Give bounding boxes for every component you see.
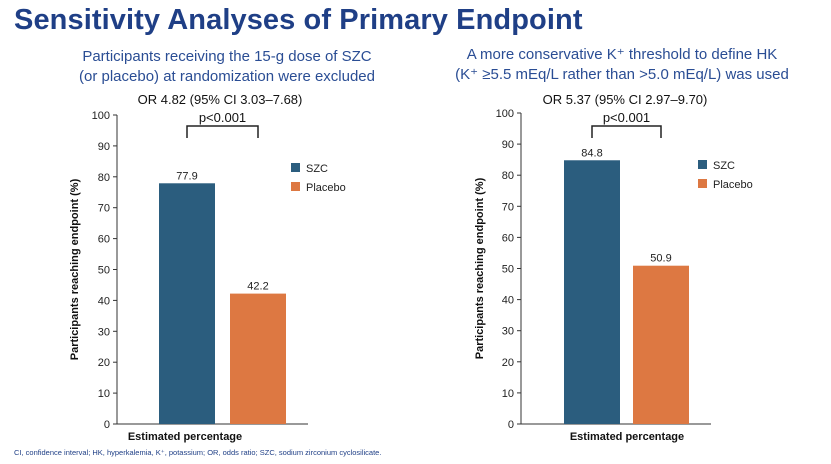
left-y-tick-label: 60	[98, 234, 110, 246]
right-y-tick-label: 50	[502, 264, 514, 276]
right-y-tick-label: 70	[502, 201, 514, 213]
right-odds-ratio: OR 5.37 (95% CI 2.97–9.70)	[543, 92, 708, 107]
right-y-tick-label: 100	[496, 108, 514, 120]
right-bar-szc	[564, 160, 620, 424]
left-legend-swatch-szc	[291, 163, 300, 172]
left-legend-label-placebo: Placebo	[306, 182, 346, 194]
right-subtitle: A more conservative K⁺ threshold to defi…	[422, 45, 822, 85]
left-significance-bracket	[186, 125, 259, 138]
right-y-axis-label: Participants reaching endpoint (%)	[474, 177, 486, 359]
right-y-tick-label: 80	[502, 170, 514, 182]
right-y-tick-label: 90	[502, 139, 514, 151]
left-subtitle-line-1: Participants receiving the 15-g dose of …	[82, 48, 372, 65]
right-y-tick-label: 40	[502, 295, 514, 307]
right-value-label-szc: 84.8	[581, 147, 602, 159]
left-subtitle: Participants receiving the 15-g dose of …	[62, 47, 392, 87]
right-y-tick-label: 30	[502, 326, 514, 338]
right-bar-placebo	[633, 265, 689, 424]
left-p-value: p<0.001	[199, 110, 246, 125]
left-bar-szc	[159, 183, 215, 424]
right-legend-swatch-szc	[698, 160, 707, 169]
left-y-tick-label: 0	[104, 419, 110, 431]
right-p-value: p<0.001	[603, 110, 650, 125]
left-legend-label-szc: SZC	[306, 163, 328, 175]
left-legend-swatch-placebo	[291, 182, 300, 191]
right-y-tick-label: 0	[508, 419, 514, 431]
footnote: CI, confidence interval; HK, hyperkalemi…	[14, 448, 382, 457]
right-y-tick-label: 20	[502, 357, 514, 369]
slide-title: Sensitivity Analyses of Primary Endpoint	[14, 4, 583, 36]
right-value-label-placebo: 50.9	[650, 253, 671, 265]
right-y-tick-label: 10	[502, 388, 514, 400]
right-legend-swatch-placebo	[698, 179, 707, 188]
left-bar-placebo	[230, 293, 286, 424]
left-y-tick-label: 70	[98, 203, 110, 215]
right-y-tick-label: 60	[502, 232, 514, 244]
right-legend-label-szc: SZC	[713, 160, 735, 172]
left-value-label-szc: 77.9	[176, 170, 197, 182]
right-subtitle-line-2: (K⁺ ≥5.5 mEq/L rather than >5.0 mEq/L) w…	[455, 66, 789, 83]
left-x-axis-label: Estimated percentage	[128, 431, 242, 443]
left-y-tick-label: 30	[98, 326, 110, 338]
right-significance-bracket	[591, 125, 662, 138]
left-y-tick-label: 40	[98, 295, 110, 307]
left-value-label-placebo: 42.2	[247, 281, 268, 293]
left-y-tick-label: 100	[92, 110, 110, 122]
left-y-tick-label: 90	[98, 141, 110, 153]
left-odds-ratio: OR 4.82 (95% CI 3.03–7.68)	[138, 92, 303, 107]
left-y-tick-label: 80	[98, 172, 110, 184]
right-x-axis-label: Estimated percentage	[570, 431, 684, 443]
left-y-tick-label: 50	[98, 265, 110, 277]
right-subtitle-line-1: A more conservative K⁺ threshold to defi…	[466, 46, 778, 63]
left-y-tick-label: 10	[98, 388, 110, 400]
left-y-tick-label: 20	[98, 357, 110, 369]
right-legend-label-placebo: Placebo	[713, 179, 753, 191]
left-subtitle-line-2: (or placebo) at randomization were exclu…	[79, 68, 375, 85]
left-y-axis-label: Participants reaching endpoint (%)	[69, 178, 81, 360]
